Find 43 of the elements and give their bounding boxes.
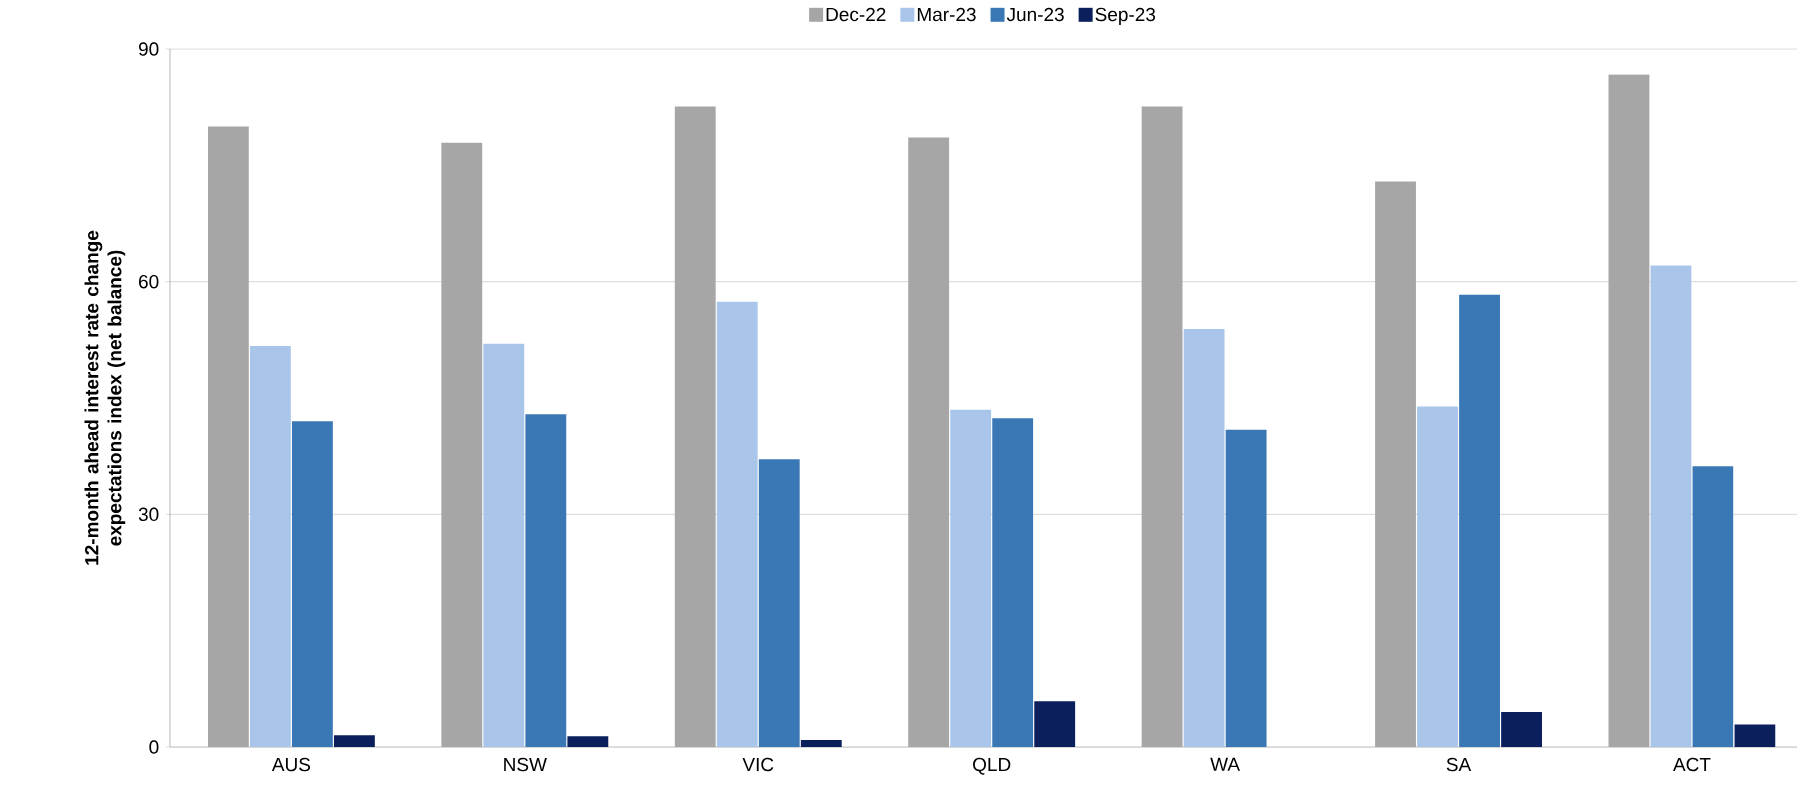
bar (674, 106, 716, 747)
bar (1375, 181, 1416, 747)
bar (758, 459, 800, 747)
bar (1608, 74, 1650, 747)
bar (525, 414, 567, 747)
bar (1692, 466, 1734, 747)
y-tick-label: 30 (138, 507, 159, 522)
legend-label: Sep-23 (1095, 7, 1156, 25)
legend-label: Jun-23 (1006, 7, 1064, 22)
bar (716, 301, 758, 747)
bar (249, 346, 291, 747)
bar (291, 421, 333, 747)
bar (1650, 265, 1692, 747)
y-tick-label: 0 (149, 740, 159, 754)
bar (567, 736, 609, 747)
x-tick-label: ACT (1673, 757, 1711, 772)
bar (441, 142, 483, 747)
bar (1459, 294, 1500, 747)
bar (483, 343, 525, 747)
bar (1417, 406, 1458, 747)
bar (333, 735, 375, 747)
bar (1734, 724, 1776, 747)
x-tick-label: SA (1446, 757, 1472, 772)
bar (1183, 328, 1225, 747)
x-tick-label: VIC (742, 757, 774, 772)
x-tick-label: QLD (973, 757, 1011, 775)
x-tick-label: WA (1210, 757, 1241, 771)
bar (908, 137, 950, 747)
x-tick-label: NSW (504, 757, 547, 772)
bar (1501, 712, 1542, 747)
bar (992, 418, 1034, 747)
bar (207, 126, 249, 747)
y-tick-label: 90 (138, 42, 159, 56)
bar (800, 740, 842, 747)
legend-label: Dec-22 (826, 7, 886, 22)
legend-label: Mar-23 (917, 7, 976, 22)
bar (1141, 106, 1183, 747)
bar (1225, 429, 1267, 747)
bar (950, 409, 992, 747)
y-axis-title: 12-month ahead interest rate change expectations index (net balance) (84, 230, 126, 565)
y-tick-label: 60 (139, 274, 159, 289)
bar (1034, 701, 1076, 747)
x-tick-label: AUS (271, 757, 311, 772)
